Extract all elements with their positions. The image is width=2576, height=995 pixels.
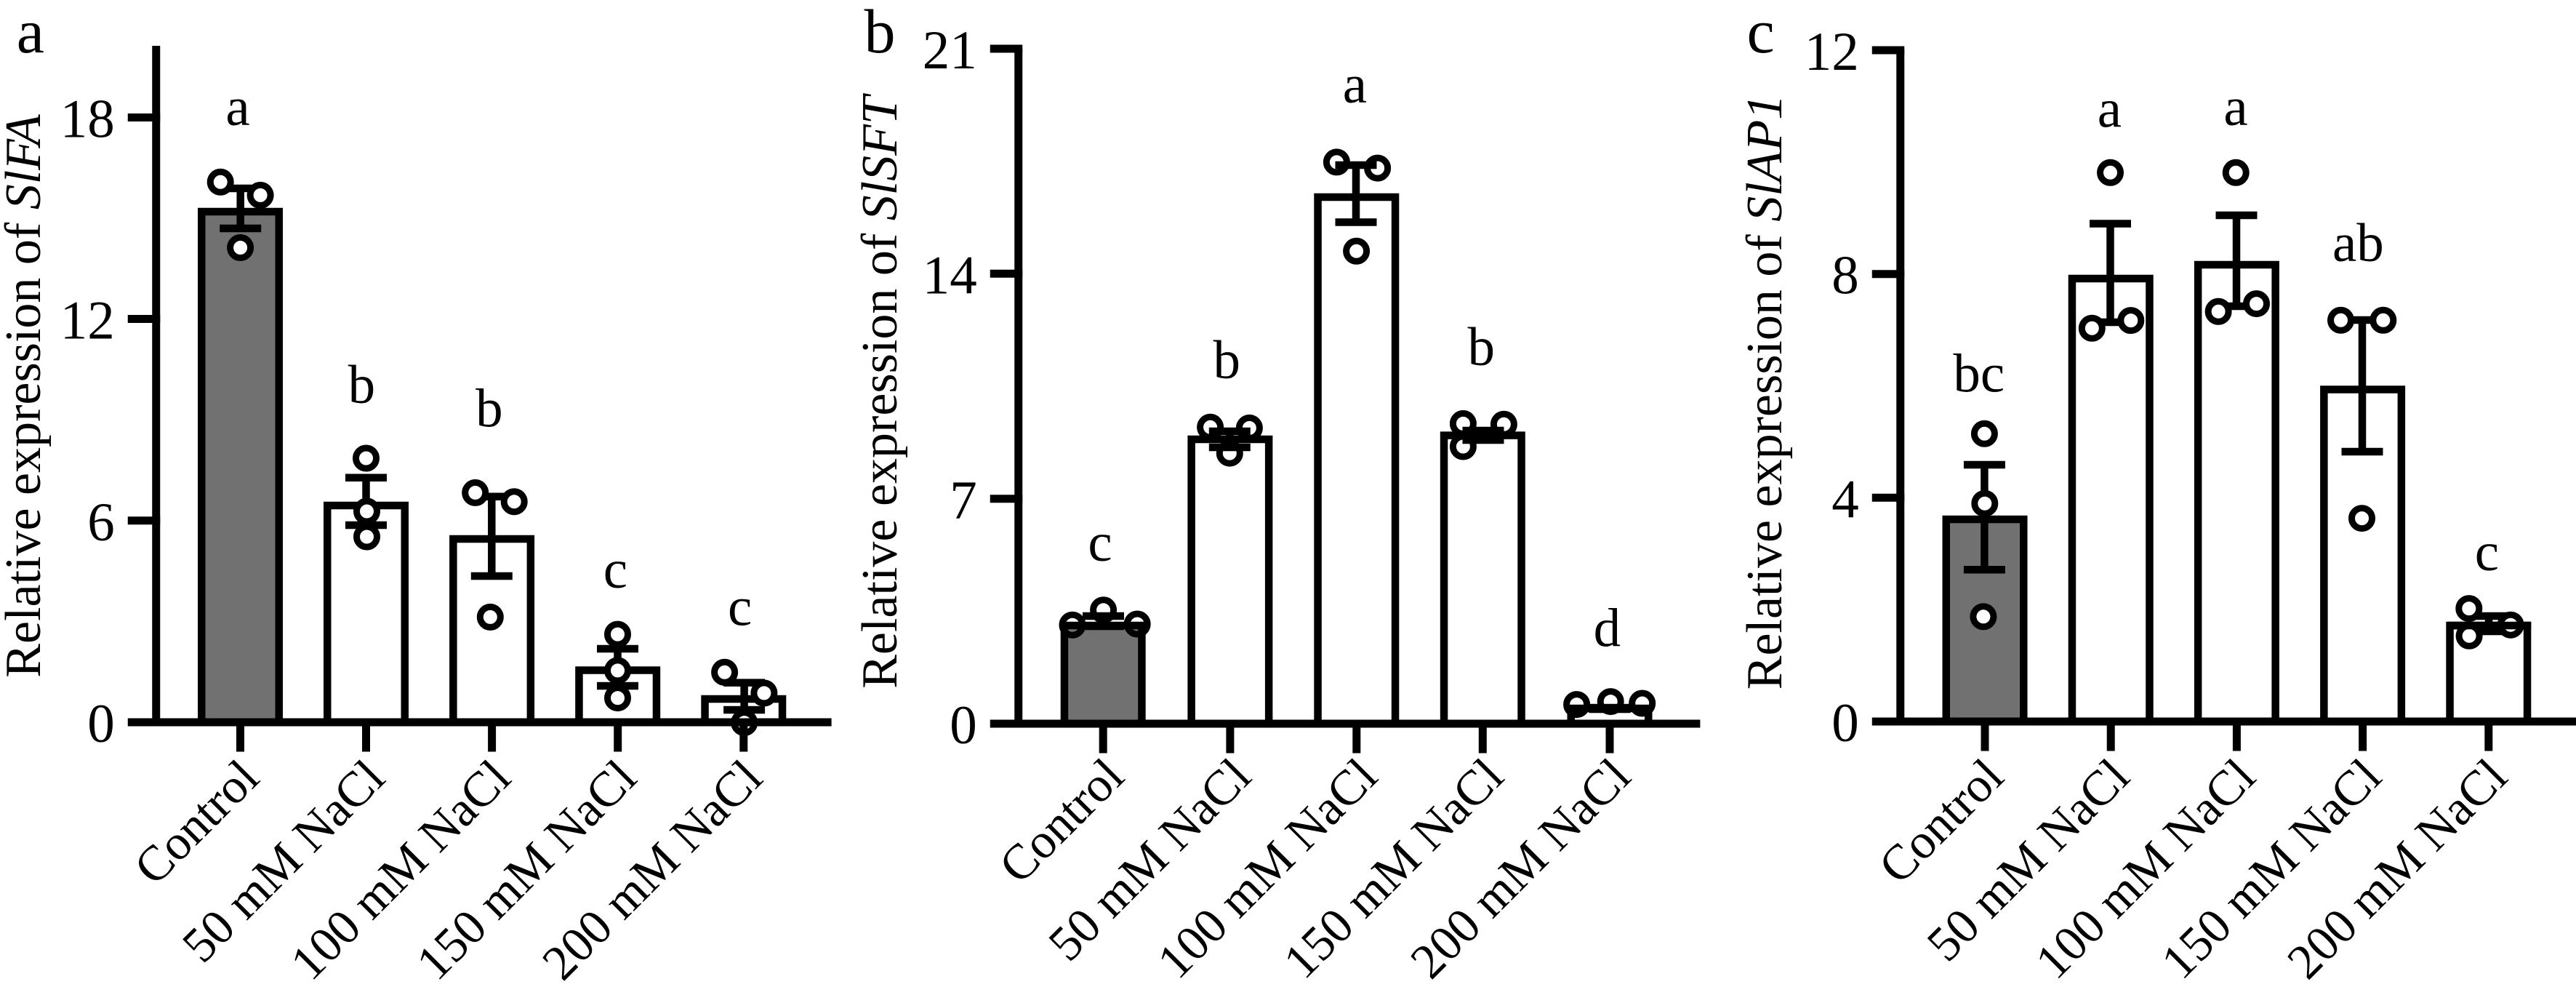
svg-text:ab: ab	[2332, 213, 2384, 273]
svg-text:d: d	[1594, 599, 1621, 659]
svg-text:b: b	[348, 355, 376, 415]
svg-text:12: 12	[1805, 22, 1859, 82]
svg-text:a: a	[2098, 79, 2122, 140]
svg-text:0: 0	[87, 694, 115, 754]
svg-text:c: c	[603, 540, 627, 600]
svg-text:8: 8	[1831, 246, 1859, 306]
svg-text:0: 0	[950, 695, 977, 756]
svg-text:Relative expression of SlAP1: Relative expression of SlAP1	[1737, 95, 1793, 690]
svg-text:b: b	[1213, 330, 1240, 391]
svg-text:b: b	[864, 0, 896, 66]
svg-text:14: 14	[923, 245, 977, 305]
svg-text:c: c	[1747, 0, 1775, 66]
svg-text:7: 7	[950, 471, 977, 531]
svg-text:Relative expression of SlFA: Relative expression of SlFA	[0, 114, 52, 678]
svg-text:bc: bc	[1953, 343, 2005, 404]
svg-text:a: a	[17, 0, 44, 66]
svg-text:c: c	[2475, 522, 2499, 583]
svg-text:Relative expression of SlSFT: Relative expression of SlSFT	[852, 92, 908, 689]
svg-text:b: b	[476, 379, 503, 439]
svg-text:12: 12	[60, 291, 115, 351]
svg-text:a: a	[225, 77, 249, 137]
svg-text:c: c	[728, 577, 752, 637]
svg-text:a: a	[2223, 77, 2247, 137]
svg-text:b: b	[1468, 317, 1496, 377]
svg-text:c: c	[1088, 513, 1112, 573]
svg-text:6: 6	[87, 492, 115, 553]
svg-text:21: 21	[923, 20, 977, 81]
svg-text:4: 4	[1831, 469, 1859, 530]
svg-text:a: a	[1343, 55, 1367, 115]
svg-text:0: 0	[1831, 693, 1859, 754]
svg-text:18: 18	[60, 89, 115, 150]
